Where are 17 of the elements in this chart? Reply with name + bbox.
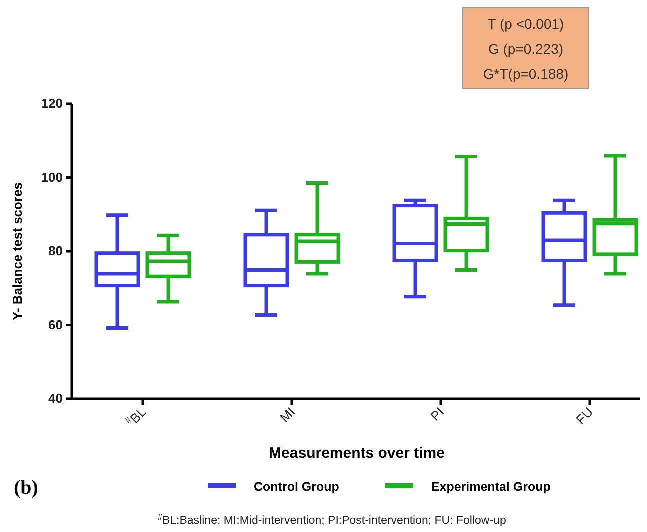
text: G*T(p=0.188) xyxy=(483,66,569,82)
legend-label: Experimental Group xyxy=(431,480,552,494)
legend-label: Control Group xyxy=(254,480,340,494)
text: $^{#}$BL:Basline; MI:Mid-intervention; PI:Post-intervention; FU: Follow-up xyxy=(158,512,506,527)
y-tick-label: 120 xyxy=(41,96,63,112)
text: T (p <0.001) xyxy=(488,16,564,32)
x-axis-title: Measurements over time xyxy=(269,445,445,462)
x-tick-label: PI xyxy=(428,404,448,424)
y-tick-label: 40 xyxy=(48,391,63,406)
y-axis-title: Y- Balance test scores xyxy=(10,182,25,321)
text: (b) xyxy=(14,477,38,499)
x-tick-label: FU xyxy=(573,404,596,428)
y-tick-label: 80 xyxy=(48,244,63,259)
text: G (p=0.223) xyxy=(488,41,564,57)
y-tick-label: 100 xyxy=(41,170,63,185)
y-tick-label: 60 xyxy=(48,317,63,332)
x-tick-label: MI xyxy=(277,404,298,426)
